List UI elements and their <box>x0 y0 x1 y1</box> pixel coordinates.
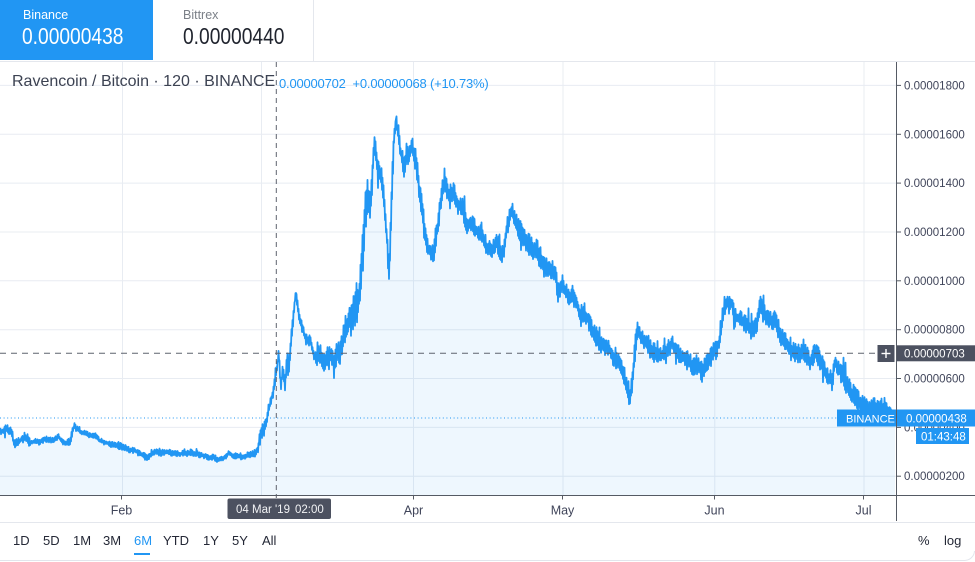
svg-text:0.00001400: 0.00001400 <box>904 178 965 190</box>
svg-text:Feb: Feb <box>111 504 133 518</box>
svg-text:BINANCE: BINANCE <box>846 413 895 425</box>
svg-text:Jul: Jul <box>856 504 872 518</box>
svg-text:04 Mar '19: 04 Mar '19 <box>236 504 290 516</box>
svg-text:0.00001000: 0.00001000 <box>904 276 965 288</box>
svg-text:May: May <box>551 504 575 518</box>
svg-text:0.00001600: 0.00001600 <box>904 129 965 141</box>
svg-text:01:43:48: 01:43:48 <box>921 431 966 443</box>
svg-text:0.00000800: 0.00000800 <box>904 325 965 337</box>
svg-text:0.00000438: 0.00000438 <box>906 414 967 426</box>
svg-text:0.00000600: 0.00000600 <box>904 374 965 386</box>
svg-text:Apr: Apr <box>404 504 423 518</box>
svg-text:0.00001200: 0.00001200 <box>904 227 965 239</box>
svg-text:0.00000200: 0.00000200 <box>904 471 965 483</box>
svg-text:Jun: Jun <box>704 504 724 518</box>
svg-text:02:00: 02:00 <box>295 504 324 516</box>
svg-text:0.00001800: 0.00001800 <box>904 80 965 92</box>
svg-text:0.00000703: 0.00000703 <box>904 348 965 360</box>
